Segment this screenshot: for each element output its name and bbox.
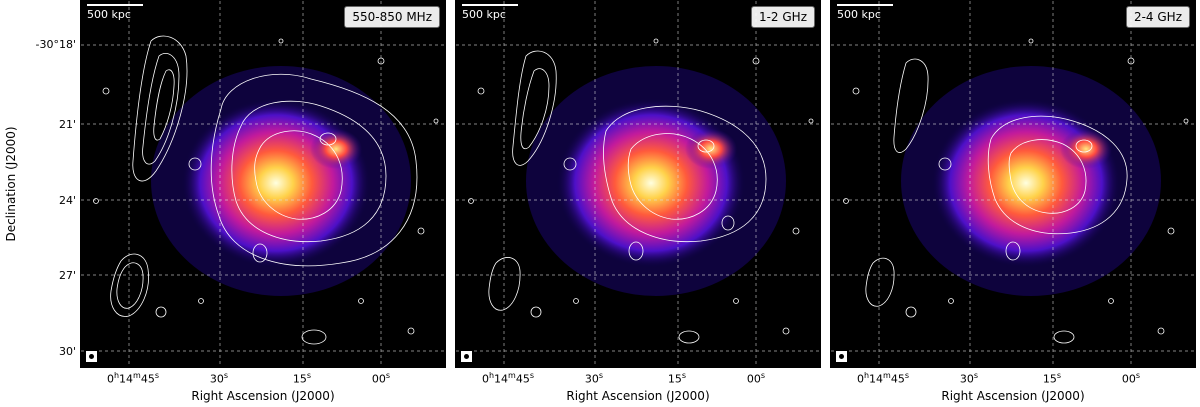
y-tick-label: 21' [58, 118, 76, 131]
y-tick-label: -30°18' [35, 38, 77, 51]
cluster-image [456, 1, 820, 367]
frequency-band-label: 550-850 MHz [344, 6, 440, 28]
image-panel-2-4ghz: 500 kpc 2-4 GHz [830, 0, 1196, 368]
y-tick-label: 30' [58, 345, 76, 358]
x-tick-label: 15s [1042, 371, 1062, 386]
x-tick-label: 30s [209, 371, 229, 386]
scale-bar-label: 500 kpc [837, 8, 881, 21]
image-panel-1-2ghz: 500 kpc 1-2 GHz [455, 0, 821, 368]
x-tick-label: 15s [667, 371, 687, 386]
beam-size-indicator [835, 350, 848, 363]
y-axis-label: Declination (J2000) [4, 126, 18, 242]
y-tick-label: 27' [58, 269, 76, 282]
x-tick-label: 0h14m45s [856, 371, 910, 386]
beam-size-indicator [460, 350, 473, 363]
scale-bar: 500 kpc [837, 4, 893, 21]
scale-bar-label: 500 kpc [87, 8, 131, 21]
x-axis-label: Right Ascension (J2000) [191, 389, 335, 403]
frequency-band-label: 1-2 GHz [750, 6, 815, 28]
x-tick-label: 30s [584, 371, 604, 386]
image-panel-550-850mhz: 500 kpc 550-850 MHz [80, 0, 446, 368]
x-tick-label: 00s [1121, 371, 1141, 386]
x-tick-label: 0h14m45s [106, 371, 160, 386]
frequency-band-label: 2-4 GHz [1125, 6, 1190, 28]
x-tick-label: 00s [371, 371, 391, 386]
cluster-image [81, 1, 445, 367]
scale-bar: 500 kpc [462, 4, 518, 21]
x-tick-label: 00s [746, 371, 766, 386]
cluster-image [831, 1, 1195, 367]
scale-bar: 500 kpc [87, 4, 143, 21]
x-tick-label: 15s [292, 371, 312, 386]
x-axis-label: Right Ascension (J2000) [566, 389, 710, 403]
x-tick-label: 0h14m45s [481, 371, 535, 386]
x-tick-label: 30s [959, 371, 979, 386]
y-tick-label: 24' [58, 194, 76, 207]
x-axis-label: Right Ascension (J2000) [941, 389, 1085, 403]
scale-bar-label: 500 kpc [462, 8, 506, 21]
beam-size-indicator [85, 350, 98, 363]
